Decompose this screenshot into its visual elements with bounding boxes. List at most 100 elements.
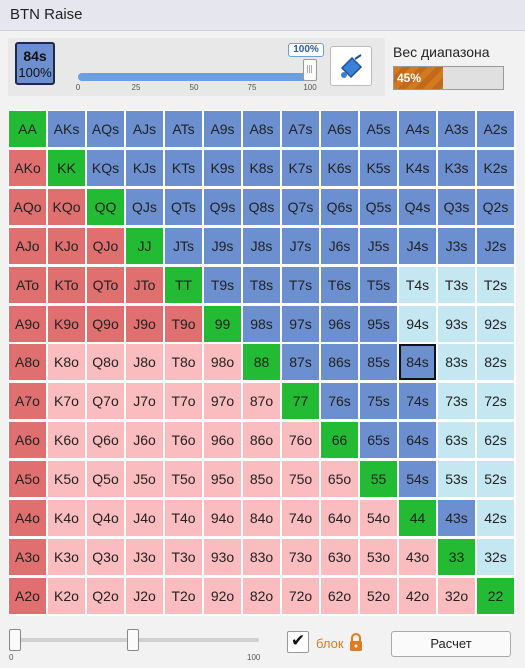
calculate-button[interactable]: Расчет (391, 631, 511, 657)
hand-cell-42s[interactable]: 42s (477, 500, 514, 536)
hand-cell-62s[interactable]: 62s (477, 422, 514, 459)
hand-cell-T8o[interactable]: T8o (165, 344, 202, 381)
hand-cell-62o[interactable]: 62o (321, 577, 358, 614)
hand-cell-J7s[interactable]: J7s (282, 227, 319, 264)
frequency-slider-track[interactable] (78, 73, 310, 81)
hand-cell-Q8o[interactable]: Q8o (87, 344, 124, 381)
hand-cell-72o[interactable]: 72o (282, 577, 319, 614)
hand-cell-98o[interactable]: 98o (204, 344, 241, 381)
hand-cell-32s[interactable]: 32s (477, 538, 514, 575)
hand-cell-Q5s[interactable]: Q5s (360, 188, 397, 225)
hand-cell-AQs[interactable]: AQs (87, 111, 124, 147)
hand-cell-JTo[interactable]: JTo (126, 266, 163, 303)
hand-cell-K8o[interactable]: K8o (48, 344, 85, 381)
hand-cell-72s[interactable]: 72s (477, 383, 514, 420)
hand-cell-A8o[interactable]: A8o (9, 344, 46, 381)
hand-cell-77[interactable]: 77 (282, 383, 319, 420)
hand-cell-AA[interactable]: AA (9, 111, 46, 147)
hand-cell-42o[interactable]: 42o (399, 577, 436, 614)
frequency-slider[interactable]: 100% 0 25 50 75 100 (76, 42, 324, 92)
hand-cell-T7s[interactable]: T7s (282, 266, 319, 303)
hand-cell-85s[interactable]: 85s (360, 344, 397, 381)
hand-cell-JTs[interactable]: JTs (165, 227, 202, 264)
hand-cell-87s[interactable]: 87s (282, 344, 319, 381)
hand-cell-Q3s[interactable]: Q3s (438, 188, 475, 225)
hand-cell-83o[interactable]: 83o (243, 538, 280, 575)
hand-cell-97s[interactable]: 97s (282, 305, 319, 342)
hand-cell-J6o[interactable]: J6o (126, 422, 163, 459)
hand-cell-A7s[interactable]: A7s (282, 111, 319, 147)
hand-cell-87o[interactable]: 87o (243, 383, 280, 420)
hand-cell-J5s[interactable]: J5s (360, 227, 397, 264)
range-slider-thumb-high[interactable] (126, 629, 139, 651)
hand-cell-T3o[interactable]: T3o (165, 538, 202, 575)
hand-cell-Q2o[interactable]: Q2o (87, 577, 124, 614)
hand-cell-T4s[interactable]: T4s (399, 266, 436, 303)
hand-cell-T2s[interactable]: T2s (477, 266, 514, 303)
hand-cell-T4o[interactable]: T4o (165, 500, 202, 536)
hand-cell-Q5o[interactable]: Q5o (87, 461, 124, 498)
hand-cell-JJ[interactable]: JJ (126, 227, 163, 264)
hand-cell-Q7s[interactable]: Q7s (282, 188, 319, 225)
hand-cell-Q3o[interactable]: Q3o (87, 538, 124, 575)
hand-cell-T6o[interactable]: T6o (165, 422, 202, 459)
hand-cell-ATo[interactable]: ATo (9, 266, 46, 303)
hand-cell-65s[interactable]: 65s (360, 422, 397, 459)
hand-cell-J8o[interactable]: J8o (126, 344, 163, 381)
hand-cell-T2o[interactable]: T2o (165, 577, 202, 614)
hand-cell-KJs[interactable]: KJs (126, 149, 163, 186)
hand-cell-94s[interactable]: 94s (399, 305, 436, 342)
hand-cell-Q8s[interactable]: Q8s (243, 188, 280, 225)
hand-cell-T3s[interactable]: T3s (438, 266, 475, 303)
hand-cell-KQo[interactable]: KQo (48, 188, 85, 225)
hand-cell-A7o[interactable]: A7o (9, 383, 46, 420)
hand-cell-T5s[interactable]: T5s (360, 266, 397, 303)
hand-cell-K9o[interactable]: K9o (48, 305, 85, 342)
hand-cell-T9s[interactable]: T9s (204, 266, 241, 303)
hand-cell-74o[interactable]: 74o (282, 500, 319, 536)
hand-cell-76o[interactable]: 76o (282, 422, 319, 459)
hand-cell-A4s[interactable]: A4s (399, 111, 436, 147)
hand-cell-AKo[interactable]: AKo (9, 149, 46, 186)
hand-cell-QJo[interactable]: QJo (87, 227, 124, 264)
hand-cell-Q2s[interactable]: Q2s (477, 188, 514, 225)
hand-cell-64o[interactable]: 64o (321, 500, 358, 536)
hand-cell-T7o[interactable]: T7o (165, 383, 202, 420)
hand-cell-86o[interactable]: 86o (243, 422, 280, 459)
hand-cell-73o[interactable]: 73o (282, 538, 319, 575)
hand-cell-93s[interactable]: 93s (438, 305, 475, 342)
hand-cell-Q6s[interactable]: Q6s (321, 188, 358, 225)
hand-cell-52s[interactable]: 52s (477, 461, 514, 498)
hand-cell-75o[interactable]: 75o (282, 461, 319, 498)
hand-cell-K5o[interactable]: K5o (48, 461, 85, 498)
hand-cell-99[interactable]: 99 (204, 305, 241, 342)
hand-cell-T8s[interactable]: T8s (243, 266, 280, 303)
hand-cell-86s[interactable]: 86s (321, 344, 358, 381)
hand-cell-96s[interactable]: 96s (321, 305, 358, 342)
hand-cell-83s[interactable]: 83s (438, 344, 475, 381)
frequency-slider-thumb[interactable] (303, 59, 317, 81)
hand-cell-K6s[interactable]: K6s (321, 149, 358, 186)
hand-cell-33[interactable]: 33 (438, 538, 475, 575)
hand-cell-65o[interactable]: 65o (321, 461, 358, 498)
hand-cell-53s[interactable]: 53s (438, 461, 475, 498)
hand-cell-QJs[interactable]: QJs (126, 188, 163, 225)
hand-cell-J4s[interactable]: J4s (399, 227, 436, 264)
hand-cell-A2s[interactable]: A2s (477, 111, 514, 147)
hand-cell-66[interactable]: 66 (321, 422, 358, 459)
hand-cell-Q7o[interactable]: Q7o (87, 383, 124, 420)
hand-cell-A5o[interactable]: A5o (9, 461, 46, 498)
hand-cell-95o[interactable]: 95o (204, 461, 241, 498)
hand-cell-QQ[interactable]: QQ (87, 188, 124, 225)
hand-cell-98s[interactable]: 98s (243, 305, 280, 342)
hand-cell-44[interactable]: 44 (399, 500, 436, 536)
hand-cell-J3s[interactable]: J3s (438, 227, 475, 264)
hand-cell-53o[interactable]: 53o (360, 538, 397, 575)
hand-cell-Q4o[interactable]: Q4o (87, 500, 124, 536)
hand-cell-54s[interactable]: 54s (399, 461, 436, 498)
hand-cell-52o[interactable]: 52o (360, 577, 397, 614)
hand-cell-64s[interactable]: 64s (399, 422, 436, 459)
hand-cell-88[interactable]: 88 (243, 344, 280, 381)
hand-cell-32o[interactable]: 32o (438, 577, 475, 614)
hand-cell-94o[interactable]: 94o (204, 500, 241, 536)
